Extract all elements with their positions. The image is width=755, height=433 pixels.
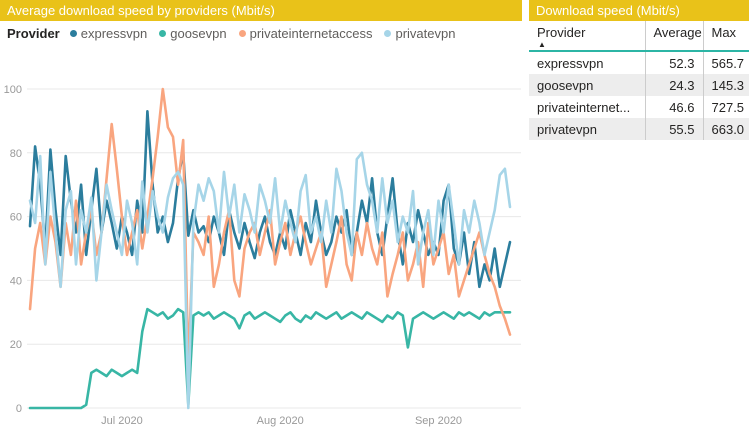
legend-item-label: privateinternetaccess: [249, 26, 373, 41]
y-axis-tick-label: 100: [4, 84, 22, 96]
legend-item-label: goosevpn: [170, 26, 227, 41]
chart-title-bar: Average download speed by providers (Mbi…: [0, 0, 522, 21]
legend-item-label: privatevpn: [395, 26, 456, 41]
sort-ascending-icon: ▲: [538, 40, 546, 49]
table-row[interactable]: goosevpn 24.3 145.3: [529, 74, 749, 96]
cell-provider[interactable]: privatevpn: [537, 121, 597, 137]
y-axis-tick-label: 60: [10, 212, 22, 224]
column-header-provider-label: Provider: [537, 25, 586, 40]
column-header-max[interactable]: Max: [702, 21, 749, 51]
table-title-bar: Download speed (Mbit/s): [529, 0, 749, 21]
legend-bullet-icon: [69, 30, 77, 37]
y-axis-tick-label: 0: [16, 403, 22, 415]
table-visual: Download speed (Mbit/s) Provider ▲ Avera…: [529, 0, 749, 140]
cell-average[interactable]: 24.3: [644, 74, 703, 96]
y-axis-tick-label: 20: [10, 339, 22, 351]
cell-average[interactable]: 52.3: [644, 51, 703, 74]
legend-bullet-icon: [159, 30, 167, 37]
legend-item-goosevpn[interactable]: goosevpn: [159, 26, 227, 41]
download-speed-table: Provider ▲ Average Max expressvpn 52.3 565…: [529, 21, 749, 140]
legend-item-privatevpn[interactable]: privatevpn: [384, 26, 455, 41]
cell-provider[interactable]: goosevpn: [537, 77, 594, 93]
y-axis-tick-label: 80: [10, 148, 22, 160]
table-row[interactable]: privateinternet... 46.6 727.5: [529, 96, 749, 118]
legend-item-privateinternetaccess[interactable]: privateinternetaccess: [238, 26, 373, 41]
table-row[interactable]: expressvpn 52.3 565.7: [529, 51, 749, 74]
cell-provider[interactable]: expressvpn: [537, 55, 604, 71]
column-header-provider[interactable]: Provider ▲: [529, 21, 645, 51]
column-header-max-label: Max: [711, 25, 737, 40]
chart-title: Average download speed by providers (Mbi…: [7, 3, 275, 18]
gridlines: 0 20 40 60 80 100: [4, 84, 521, 415]
x-axis-tick-label: Aug 2020: [257, 415, 304, 427]
cell-max[interactable]: 663.0: [702, 118, 749, 140]
x-axis-tick-label: Jul 2020: [101, 415, 143, 427]
chart-legend: Provider expressvpn goosevpn privateintern…: [7, 26, 455, 41]
table-row[interactable]: privatevpn 55.5 663.0: [529, 118, 749, 140]
table-header-row: Provider ▲ Average Max: [529, 21, 749, 51]
column-header-average-label: Average: [653, 25, 702, 40]
table-title: Download speed (Mbit/s): [536, 3, 680, 18]
x-axis-tick-label: Sep 2020: [415, 415, 462, 427]
line-chart[interactable]: 0 20 40 60 80 100 Jul 2020 Aug 2020 Sep 2020: [0, 0, 522, 433]
legend-items: expressvpn goosevpn privateinternetaccess p…: [69, 26, 455, 41]
legend-bullet-icon: [238, 30, 246, 37]
legend-bullet-icon: [384, 30, 392, 37]
chart-visual: Average download speed by providers (Mbi…: [0, 0, 522, 433]
cell-average[interactable]: 46.6: [644, 96, 703, 118]
y-axis-tick-label: 40: [10, 275, 22, 287]
series-line-expressvpn[interactable]: [28, 110, 512, 289]
series-line-privateinternetaccess[interactable]: [28, 87, 512, 368]
legend-title: Provider: [7, 26, 60, 41]
legend-item-label: expressvpn: [80, 26, 148, 41]
cell-max[interactable]: 145.3: [702, 74, 749, 96]
column-header-average[interactable]: Average: [644, 21, 703, 51]
cell-max[interactable]: 565.7: [702, 51, 749, 74]
legend-item-expressvpn[interactable]: expressvpn: [69, 26, 148, 41]
cell-average[interactable]: 55.5: [644, 118, 703, 140]
cell-provider[interactable]: privateinternet...: [537, 99, 631, 115]
series-line-goosevpn[interactable]: [28, 307, 512, 410]
series-line-privatevpn[interactable]: [28, 151, 512, 410]
cell-max[interactable]: 727.5: [702, 96, 749, 118]
x-axis: Jul 2020 Aug 2020 Sep 2020: [101, 415, 462, 427]
